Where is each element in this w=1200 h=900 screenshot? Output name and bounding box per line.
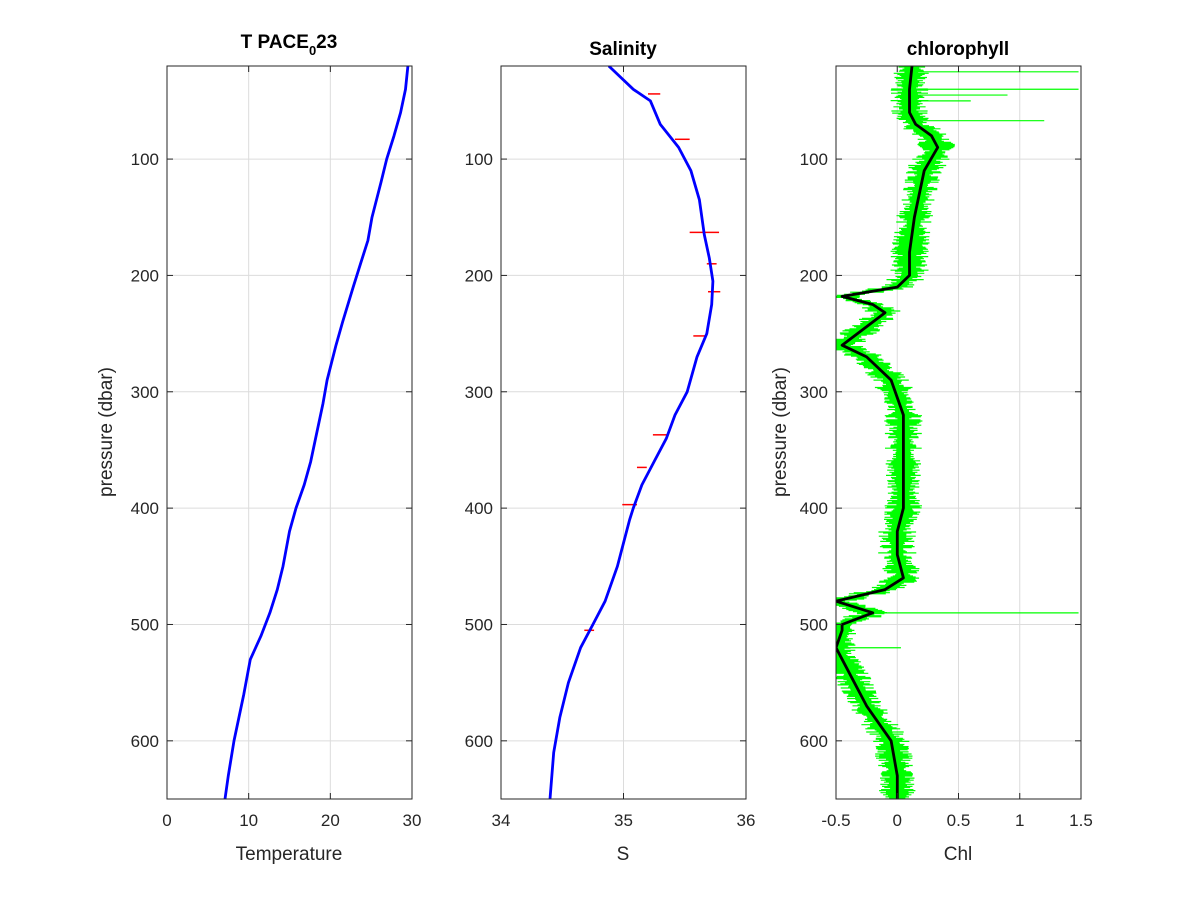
salinity-axes: Salinity S 34 35 36 100 200 300 400 500 600 [465,39,756,865]
temperature-xtick-label: 20 [321,811,340,830]
salinity-data [548,66,721,799]
salinity-xlabel: S [617,844,630,865]
temperature-ytick-label: 100 [131,150,159,169]
temperature-xtick-label: 0 [162,811,171,830]
salinity-ytick-label: 200 [465,266,493,285]
chlorophyll-xtick-label: 1.5 [1069,811,1093,830]
salinity-ytick-label: 100 [465,150,493,169]
temperature-axes-box [166,65,413,800]
temperature-ytick-label: 200 [131,266,159,285]
salinity-ytick-label: 300 [465,383,493,402]
chlorophyll-ytick-label: 300 [800,383,828,402]
temperature-data [223,66,410,799]
temperature-xlabel: Temperature [236,844,343,865]
temperature-xtick-label: 30 [403,811,422,830]
chlorophyll-axes: chlorophyll Chl pressure (dbar) -0.5 0 0.5… [770,39,1093,865]
chlorophyll-ytick-label: 600 [800,732,828,751]
salinity-xtick-label: 35 [614,811,633,830]
chlorophyll-series-line [836,66,940,799]
chlorophyll-ylabel: pressure (dbar) [770,367,791,497]
temperature-ytick-label: 400 [131,499,159,518]
salinity-title: Salinity [589,39,657,60]
salinity-ytick-label: 400 [465,499,493,518]
chlorophyll-xtick-label: 0 [893,811,902,830]
salinity-xtick-label: 36 [737,811,756,830]
temperature-axes: T PACE023 Temperature pressure (dbar) 0 1… [96,32,421,865]
chlorophyll-title: chlorophyll [907,39,1009,60]
temperature-ytick-label: 300 [131,383,159,402]
salinity-xtick-label: 34 [492,811,511,830]
chlorophyll-ytick-label: 100 [800,150,828,169]
temperature-xtick-label: 10 [239,811,258,830]
temperature-ytick-label: 600 [131,732,159,751]
salinity-ytick-label: 500 [465,615,493,634]
salinity-series-line [548,66,715,799]
chlorophyll-ytick-label: 400 [800,499,828,518]
chlorophyll-xtick-label: -0.5 [821,811,850,830]
chlorophyll-ytick-label: 200 [800,266,828,285]
salinity-ytick-label: 600 [465,732,493,751]
temperature-plot-area [167,66,412,799]
chlorophyll-xtick-label: 1 [1015,811,1024,830]
temperature-ytick-label: 500 [131,615,159,634]
temperature-title: T PACE023 [241,32,338,58]
chlorophyll-xtick-label: 0.5 [947,811,971,830]
chlorophyll-data [836,66,1079,799]
chlorophyll-ytick-label: 500 [800,615,828,634]
temperature-series-line [223,66,410,799]
chlorophyll-xlabel: Chl [944,844,973,865]
temperature-ylabel: pressure (dbar) [96,367,117,497]
